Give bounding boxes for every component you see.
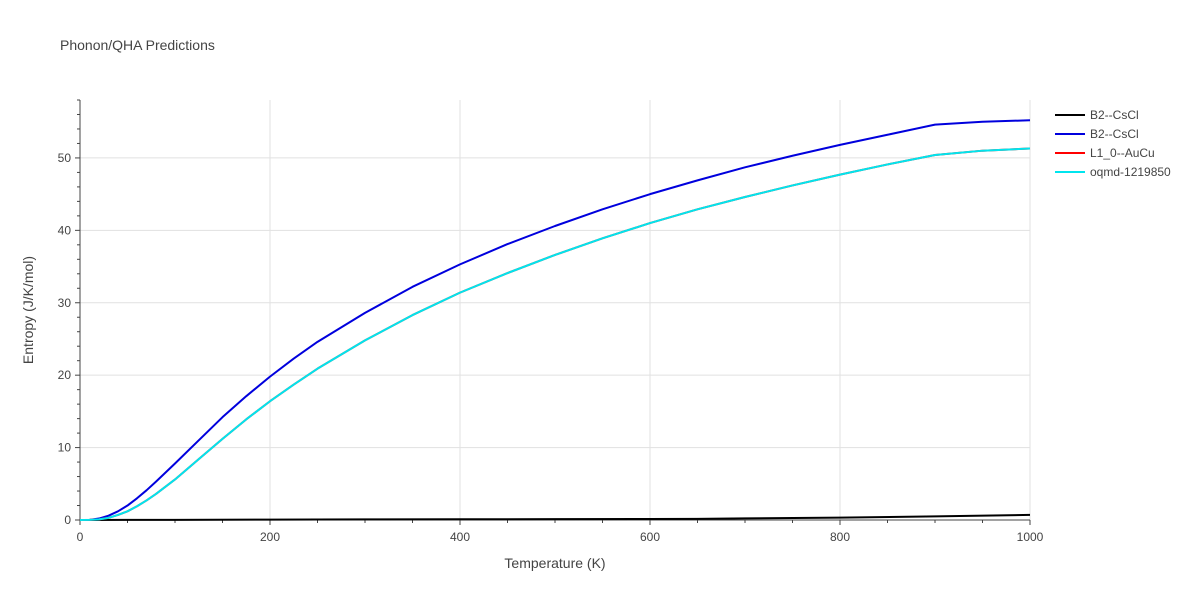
y-axis-title: Entropy (J/K/mol) [20, 256, 36, 364]
series-lines [79, 119, 1031, 521]
x-axis-title: Temperature (K) [504, 555, 605, 571]
series-line-3 [79, 147, 1031, 521]
y-tick-label: 20 [58, 368, 72, 382]
series-line-0 [79, 513, 1031, 521]
legend-label: L1_0--AuCu [1090, 146, 1155, 160]
y-tick-label: 40 [58, 223, 72, 237]
legend-item[interactable]: L1_0--AuCu [1055, 146, 1155, 160]
series-line-2 [79, 147, 1031, 521]
x-tick-label: 200 [260, 530, 280, 544]
y-tick-label: 30 [58, 296, 72, 310]
legend-item[interactable]: oqmd-1219850 [1055, 165, 1171, 179]
chart-title: Phonon/QHA Predictions [60, 37, 215, 53]
x-tick-label: 0 [77, 530, 84, 544]
series-line-1 [79, 119, 1031, 521]
legend-item[interactable]: B2--CsCl [1055, 127, 1139, 141]
legend-label: B2--CsCl [1090, 127, 1139, 141]
legend-label: B2--CsCl [1090, 108, 1139, 122]
x-tick-label: 600 [640, 530, 660, 544]
y-tick-label: 10 [58, 441, 72, 455]
legend-item[interactable]: B2--CsCl [1055, 108, 1139, 122]
y-tick-label: 0 [64, 513, 71, 527]
legend-label: oqmd-1219850 [1090, 165, 1171, 179]
legend[interactable]: B2--CsCl B2--CsCl L1_0--AuCu oqmd-1219850 [1055, 108, 1171, 179]
x-tick-label: 1000 [1017, 530, 1044, 544]
axes: 0 200 400 600 800 1000 0 10 20 30 40 50 [58, 99, 1044, 544]
x-tick-label: 800 [830, 530, 850, 544]
y-tick-label: 50 [58, 151, 72, 165]
x-tick-label: 400 [450, 530, 470, 544]
grid-lines [80, 100, 1031, 520]
